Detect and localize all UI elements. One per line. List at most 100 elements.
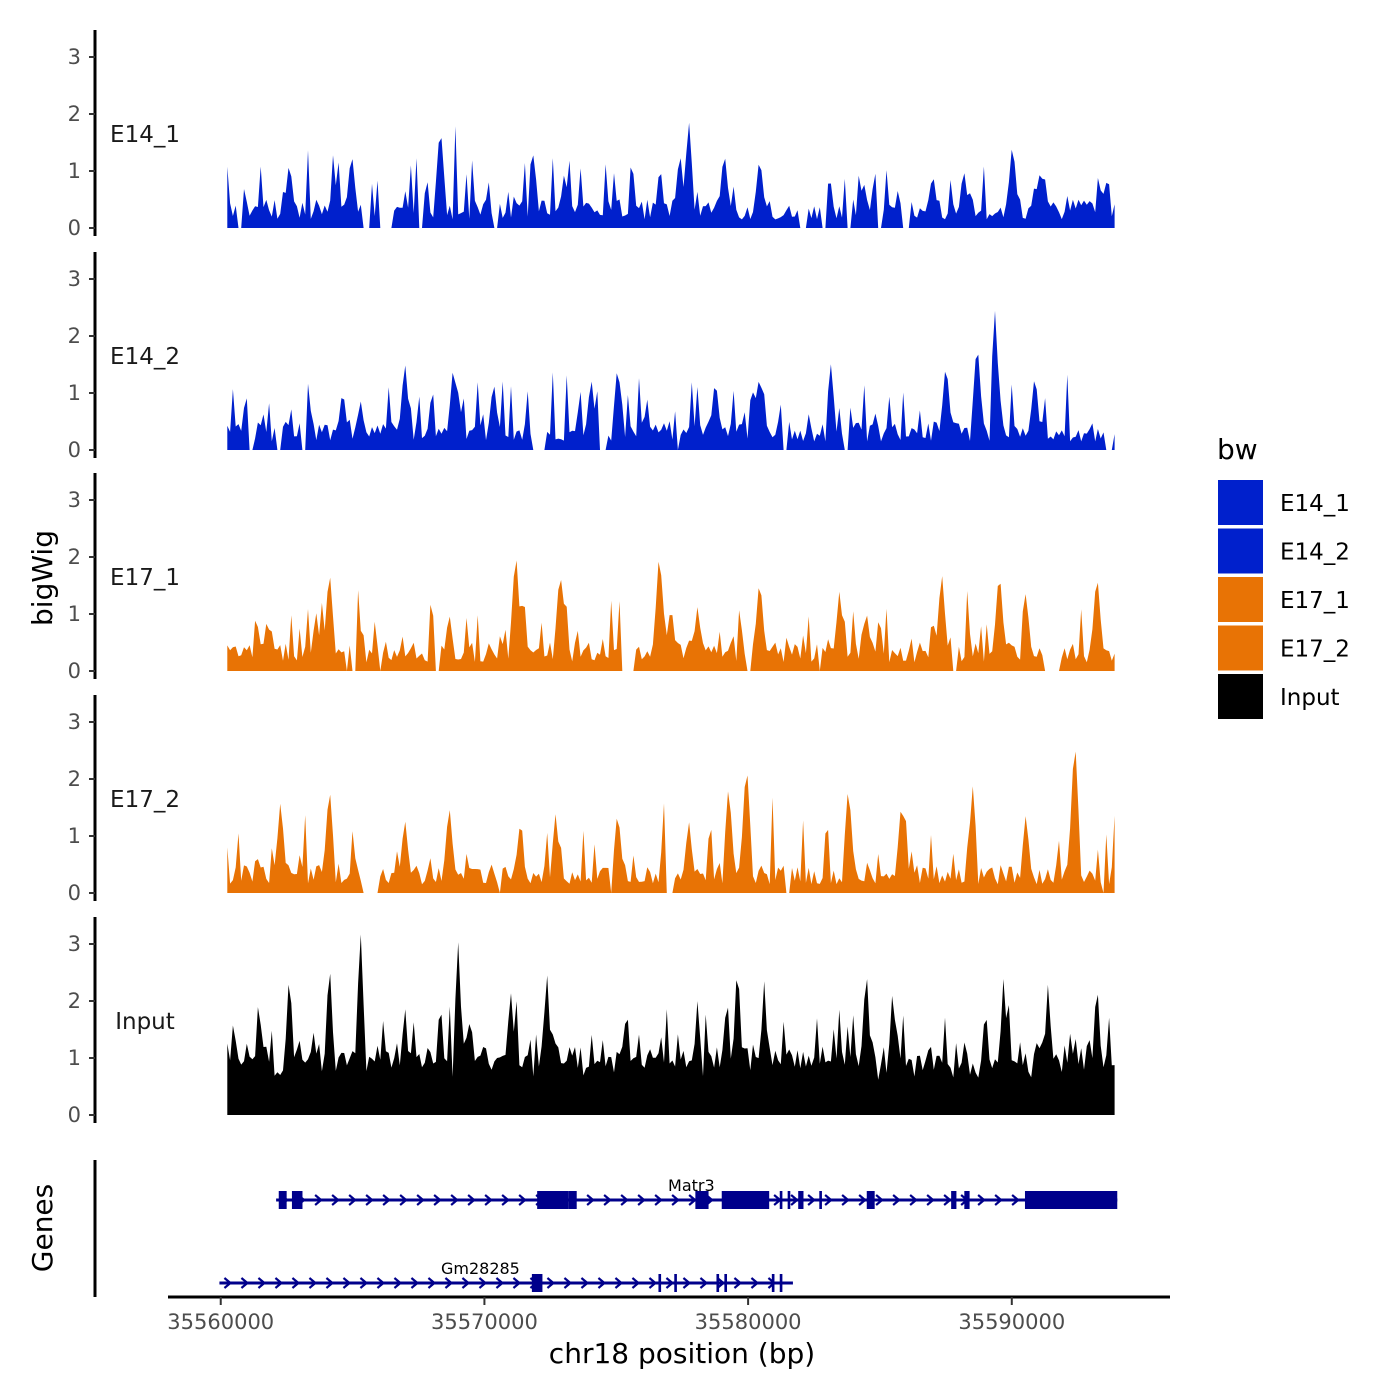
- gene-label: Gm28285: [441, 1259, 520, 1278]
- strand-arrow: [223, 1277, 233, 1289]
- legend-swatch: [1218, 577, 1263, 622]
- y-tick-label: 3: [68, 45, 81, 69]
- strand-arrow: [994, 1194, 1003, 1206]
- y-tick-label: 0: [68, 438, 81, 462]
- exon: [798, 1191, 804, 1209]
- strand-arrow: [314, 1194, 323, 1206]
- legend-swatch: [1218, 674, 1263, 719]
- strand-arrow: [427, 1277, 437, 1289]
- strand-arrow: [365, 1194, 374, 1206]
- track-e14-1: 0 1 2 3 E14_1: [68, 30, 1115, 240]
- y-tick-label: 2: [68, 767, 81, 791]
- strand-arrow: [376, 1277, 386, 1289]
- legend-label: E14_2: [1280, 540, 1350, 566]
- track-e14-2: 0 1 2 3 E14_2: [68, 252, 1115, 462]
- strand-arrow: [495, 1277, 505, 1289]
- strand-arrow: [325, 1277, 335, 1289]
- genes-axis-title: Genes: [26, 1184, 59, 1272]
- y-tick-label: 2: [68, 989, 81, 1013]
- y-tick-label: 3: [68, 267, 81, 291]
- strand-arrow: [433, 1194, 442, 1206]
- strand-arrow: [1011, 1194, 1020, 1206]
- y-tick-label: 0: [68, 216, 81, 240]
- strand-arrow: [518, 1194, 527, 1206]
- exon: [964, 1191, 970, 1209]
- y-axis-title: bigWig: [26, 530, 59, 626]
- x-axis-title: chr18 position (bp): [549, 1337, 815, 1370]
- strand-arrow: [824, 1194, 833, 1206]
- strand-arrow: [614, 1277, 624, 1289]
- strand-arrow: [308, 1277, 318, 1289]
- strand-arrow: [733, 1277, 743, 1289]
- strand-arrow: [393, 1277, 403, 1289]
- exon: [819, 1191, 822, 1209]
- strand-arrow: [416, 1194, 425, 1206]
- y-tick-label: 2: [68, 324, 81, 348]
- strand-arrow: [648, 1277, 658, 1289]
- exon: [866, 1191, 875, 1209]
- strand-arrow: [291, 1277, 301, 1289]
- strand-arrow: [620, 1194, 629, 1206]
- y-tick-label: 1: [68, 1046, 81, 1070]
- strand-arrow: [807, 1194, 816, 1206]
- strand-arrow: [580, 1277, 590, 1289]
- exon: [724, 1274, 728, 1292]
- legend-label: E14_1: [1280, 491, 1350, 517]
- strand-arrow: [603, 1194, 612, 1206]
- y-tick-label: 3: [68, 488, 81, 512]
- strand-arrow: [274, 1277, 284, 1289]
- strand-arrow: [654, 1194, 663, 1206]
- legend-label: Input: [1280, 685, 1340, 711]
- track-label: E17_2: [110, 787, 180, 813]
- exon: [291, 1191, 303, 1209]
- signal-area-e17-2: [227, 751, 1115, 893]
- strand-arrow: [909, 1194, 918, 1206]
- exon: [716, 1274, 720, 1292]
- exon: [695, 1191, 709, 1209]
- strand-arrow: [478, 1277, 488, 1289]
- strand-arrow: [943, 1194, 952, 1206]
- gene-matr3: Matr3: [276, 1176, 1118, 1209]
- signal-area-e17-1: [227, 560, 1115, 671]
- strand-arrow: [512, 1277, 522, 1289]
- strand-arrow: [926, 1194, 935, 1206]
- strand-arrow: [631, 1277, 641, 1289]
- legend-swatch: [1218, 528, 1263, 574]
- legend-swatch: [1218, 625, 1263, 671]
- strand-arrow: [382, 1194, 391, 1206]
- strand-arrow: [331, 1194, 340, 1206]
- strand-arrow: [563, 1277, 573, 1289]
- strand-arrow: [444, 1277, 454, 1289]
- legend: bw E14_1 E14_2 E17_1 E17_2 Input: [1217, 433, 1350, 719]
- strand-arrow: [637, 1194, 646, 1206]
- exon: [531, 1274, 543, 1292]
- exon: [951, 1191, 957, 1209]
- track-input: 0 1 2 3 Input: [68, 917, 1115, 1127]
- track-label: E14_2: [110, 344, 180, 370]
- y-tick-label: 3: [68, 710, 81, 734]
- strand-arrow: [410, 1277, 420, 1289]
- strand-arrow: [484, 1194, 493, 1206]
- exon: [721, 1191, 770, 1209]
- exon: [658, 1274, 662, 1292]
- track-label: Input: [115, 1009, 175, 1035]
- signal-area-e14-2: [227, 310, 1115, 450]
- strand-arrow: [682, 1277, 692, 1289]
- exon: [779, 1274, 783, 1292]
- strand-arrow: [359, 1277, 369, 1289]
- strand-arrow: [399, 1194, 408, 1206]
- x-tick-label: 35570000: [431, 1310, 538, 1334]
- legend-title: bw: [1217, 433, 1258, 466]
- strand-arrow: [586, 1194, 595, 1206]
- legend-label: E17_2: [1280, 637, 1350, 663]
- exon: [787, 1191, 791, 1209]
- legend-label: E17_1: [1280, 588, 1350, 614]
- track-panels: 0 1 2 3 E14_1 0 1 2 3 E14_2 0 1 2 3 E17_1 0 1 2 3 E17_2 0 1 2 3…: [68, 30, 1115, 1127]
- y-tick-label: 1: [68, 602, 81, 626]
- legend-swatch: [1218, 480, 1263, 525]
- strand-arrow: [841, 1194, 850, 1206]
- y-tick-label: 1: [68, 824, 81, 848]
- x-tick-label: 35590000: [958, 1310, 1065, 1334]
- strand-arrow: [342, 1277, 352, 1289]
